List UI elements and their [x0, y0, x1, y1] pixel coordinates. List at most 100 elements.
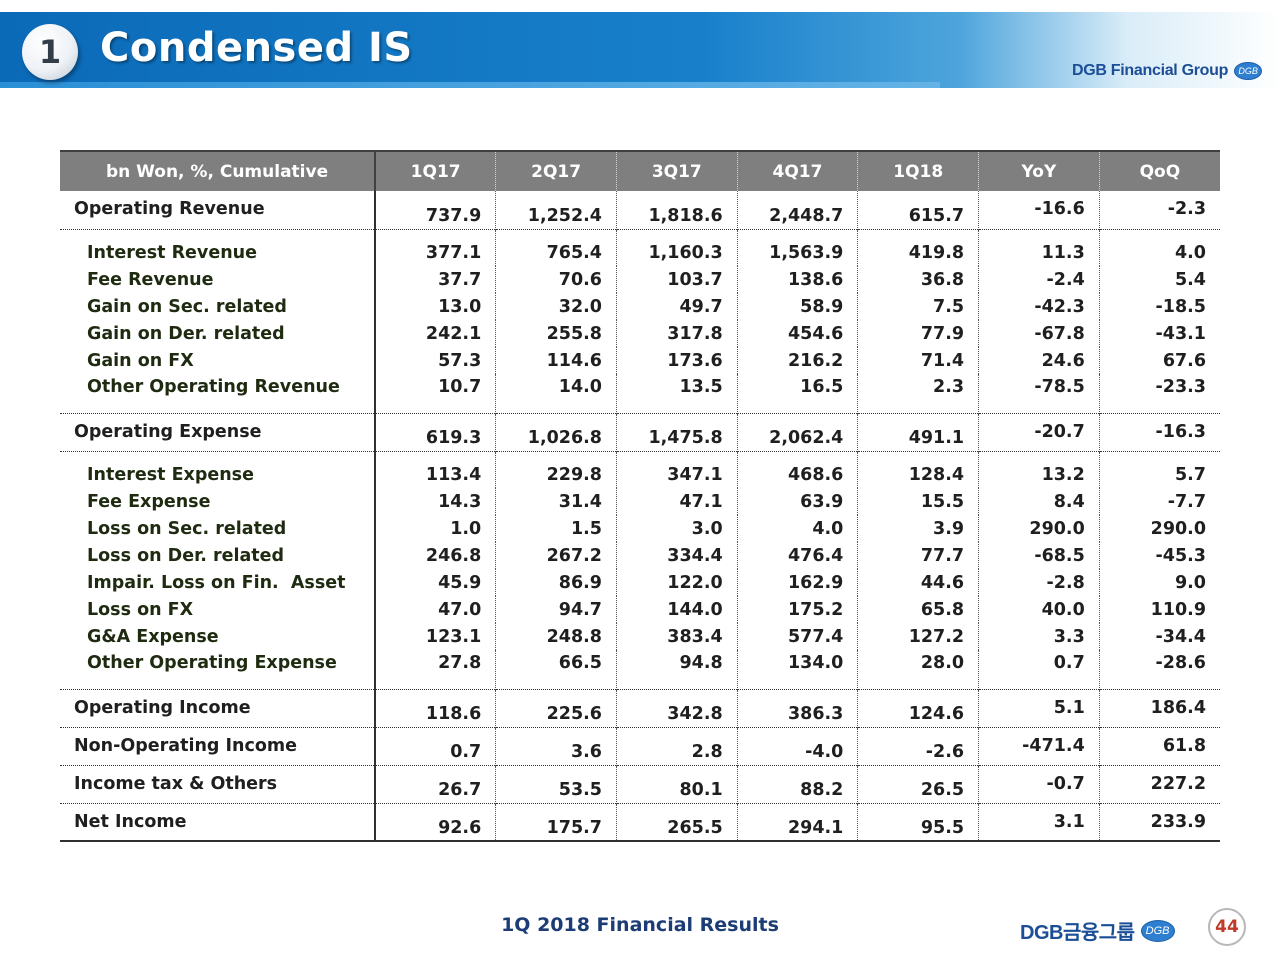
- table-cell: 290.0: [1098, 515, 1220, 542]
- brand-logo-top: DGB Financial Group DGB: [1072, 62, 1263, 80]
- table-row: Gain on FX 57.3 114.6 173.6 216.2 71.4 2…: [60, 347, 1220, 374]
- table-row: Loss on Der. related 246.8 267.2 334.4 4…: [60, 542, 1220, 569]
- table-cell: 3.6: [495, 727, 617, 765]
- table-row: Gain on Sec. related 13.0 32.0 49.7 58.9…: [60, 293, 1220, 320]
- table-cell: 26.5: [857, 765, 979, 803]
- table-cell: 1,475.8: [615, 413, 738, 451]
- table-cell: 577.4: [736, 623, 858, 650]
- table-cell: 110.9: [1098, 596, 1220, 623]
- table-cell: 28.0: [857, 650, 979, 689]
- row-label: Loss on Sec. related: [87, 518, 287, 539]
- table-cell: 15.5: [857, 488, 979, 515]
- table-row: Fee Expense 14.3 31.4 47.1 63.9 15.5 8.4…: [60, 488, 1220, 515]
- table-cell: 342.8: [615, 689, 738, 727]
- table-cell: 40.0: [978, 596, 1100, 623]
- table-cell: -2.3: [1098, 191, 1220, 229]
- row-label: Other Operating Expense: [87, 653, 337, 674]
- table-cell: 58.9: [736, 293, 858, 320]
- brand-badge-icon: DGB: [1234, 62, 1263, 80]
- table-row: Fee Revenue 37.7 70.6 103.7 138.6 36.8 -…: [60, 266, 1220, 293]
- table-row: Interest Revenue 377.1 765.4 1,160.3 1,5…: [60, 229, 1220, 266]
- row-label: Operating Income: [74, 697, 251, 718]
- table-cell: 0.7: [978, 650, 1100, 689]
- table-cell: 386.3: [736, 689, 858, 727]
- brand-name-korean: DGB금융그룹: [1020, 922, 1135, 944]
- table-cell: 255.8: [495, 320, 617, 347]
- table-cell: 95.5: [857, 803, 979, 841]
- table-cell: 248.8: [495, 623, 617, 650]
- table-cell: 246.8: [374, 542, 496, 569]
- table-cell: 267.2: [495, 542, 617, 569]
- table-cell: -2.6: [857, 727, 979, 765]
- table-cell: 114.6: [495, 347, 617, 374]
- table-cell: 765.4: [495, 229, 617, 266]
- row-label: Net Income: [74, 811, 187, 832]
- table-cell: 128.4: [857, 451, 979, 488]
- table-cell: 225.6: [495, 689, 617, 727]
- table-cell: 227.2: [1098, 765, 1220, 803]
- row-label: Gain on FX: [87, 350, 194, 371]
- table-cell: 118.6: [374, 689, 496, 727]
- table-row: Loss on Sec. related 1.0 1.5 3.0 4.0 3.9…: [60, 515, 1220, 542]
- income-statement-table: bn Won, %, Cumulative 1Q17 2Q17 3Q17 4Q1…: [60, 150, 1220, 842]
- row-label: Interest Expense: [87, 464, 254, 485]
- table-cell: 49.7: [615, 293, 738, 320]
- row-label: Gain on Sec. related: [87, 296, 287, 317]
- table-cell: 14.3: [374, 488, 496, 515]
- row-label: Other Operating Revenue: [87, 377, 340, 398]
- row-label: Impair. Loss on Fin. Asset: [87, 572, 346, 593]
- column-header: 1Q18: [857, 150, 979, 191]
- table-row: Interest Expense 113.4 229.8 347.1 468.6…: [60, 451, 1220, 488]
- row-label: Non-Operating Income: [74, 735, 298, 756]
- column-header: YoY: [978, 150, 1100, 191]
- table-cell: -67.8: [978, 320, 1100, 347]
- table-cell: -2.4: [978, 266, 1100, 293]
- table-cell: 1,252.4: [495, 191, 617, 229]
- table-cell: 3.0: [615, 515, 738, 542]
- table-cell: 476.4: [736, 542, 858, 569]
- page-title: Condensed IS: [100, 25, 413, 71]
- table-cell: 317.8: [615, 320, 738, 347]
- table-cell: 36.8: [857, 266, 979, 293]
- table-cell: 619.3: [374, 413, 496, 451]
- table-cell: 242.1: [374, 320, 496, 347]
- table-cell: -18.5: [1098, 293, 1220, 320]
- table-cell: 31.4: [495, 488, 617, 515]
- table-cell: 27.8: [374, 650, 496, 689]
- row-label: Income tax & Others: [74, 773, 278, 794]
- table-cell: -16.6: [978, 191, 1100, 229]
- table-cell: 71.4: [857, 347, 979, 374]
- table-header-row: bn Won, %, Cumulative 1Q17 2Q17 3Q17 4Q1…: [60, 150, 1220, 191]
- table-cell: 24.6: [978, 347, 1100, 374]
- table-cell: 57.3: [374, 347, 496, 374]
- table-cell: -28.6: [1098, 650, 1220, 689]
- table-cell: -0.7: [978, 765, 1100, 803]
- table-cell: 265.5: [615, 803, 738, 841]
- table-cell: 1.0: [374, 515, 496, 542]
- row-label: Gain on Der. related: [87, 323, 285, 344]
- table-cell: 5.7: [1098, 451, 1220, 488]
- table-cell: 347.1: [615, 451, 738, 488]
- row-label: Fee Expense: [87, 491, 211, 512]
- table-cell: 290.0: [978, 515, 1100, 542]
- table-cell: 5.4: [1098, 266, 1220, 293]
- table-cell: 229.8: [495, 451, 617, 488]
- table-cell: 216.2: [736, 347, 858, 374]
- table-cell: -7.7: [1098, 488, 1220, 515]
- row-label: Operating Revenue: [74, 199, 265, 219]
- table-cell: 2.3: [857, 374, 979, 413]
- row-label: Loss on FX: [87, 599, 194, 620]
- section-number-badge: 1: [22, 24, 78, 80]
- table-cell: 454.6: [736, 320, 858, 347]
- table-cell: 13.2: [978, 451, 1100, 488]
- table-cell: -4.0: [736, 727, 858, 765]
- table-cell: 233.9: [1098, 803, 1220, 841]
- column-header: bn Won, %, Cumulative: [60, 150, 376, 191]
- table-cell: 3.1: [978, 803, 1100, 841]
- row-label: Fee Revenue: [87, 269, 214, 290]
- table-cell: -43.1: [1098, 320, 1220, 347]
- table-cell: 173.6: [615, 347, 738, 374]
- table-cell: 615.7: [857, 191, 979, 229]
- brand-badge-icon: DGB: [1140, 919, 1175, 942]
- table-cell: 94.7: [495, 596, 617, 623]
